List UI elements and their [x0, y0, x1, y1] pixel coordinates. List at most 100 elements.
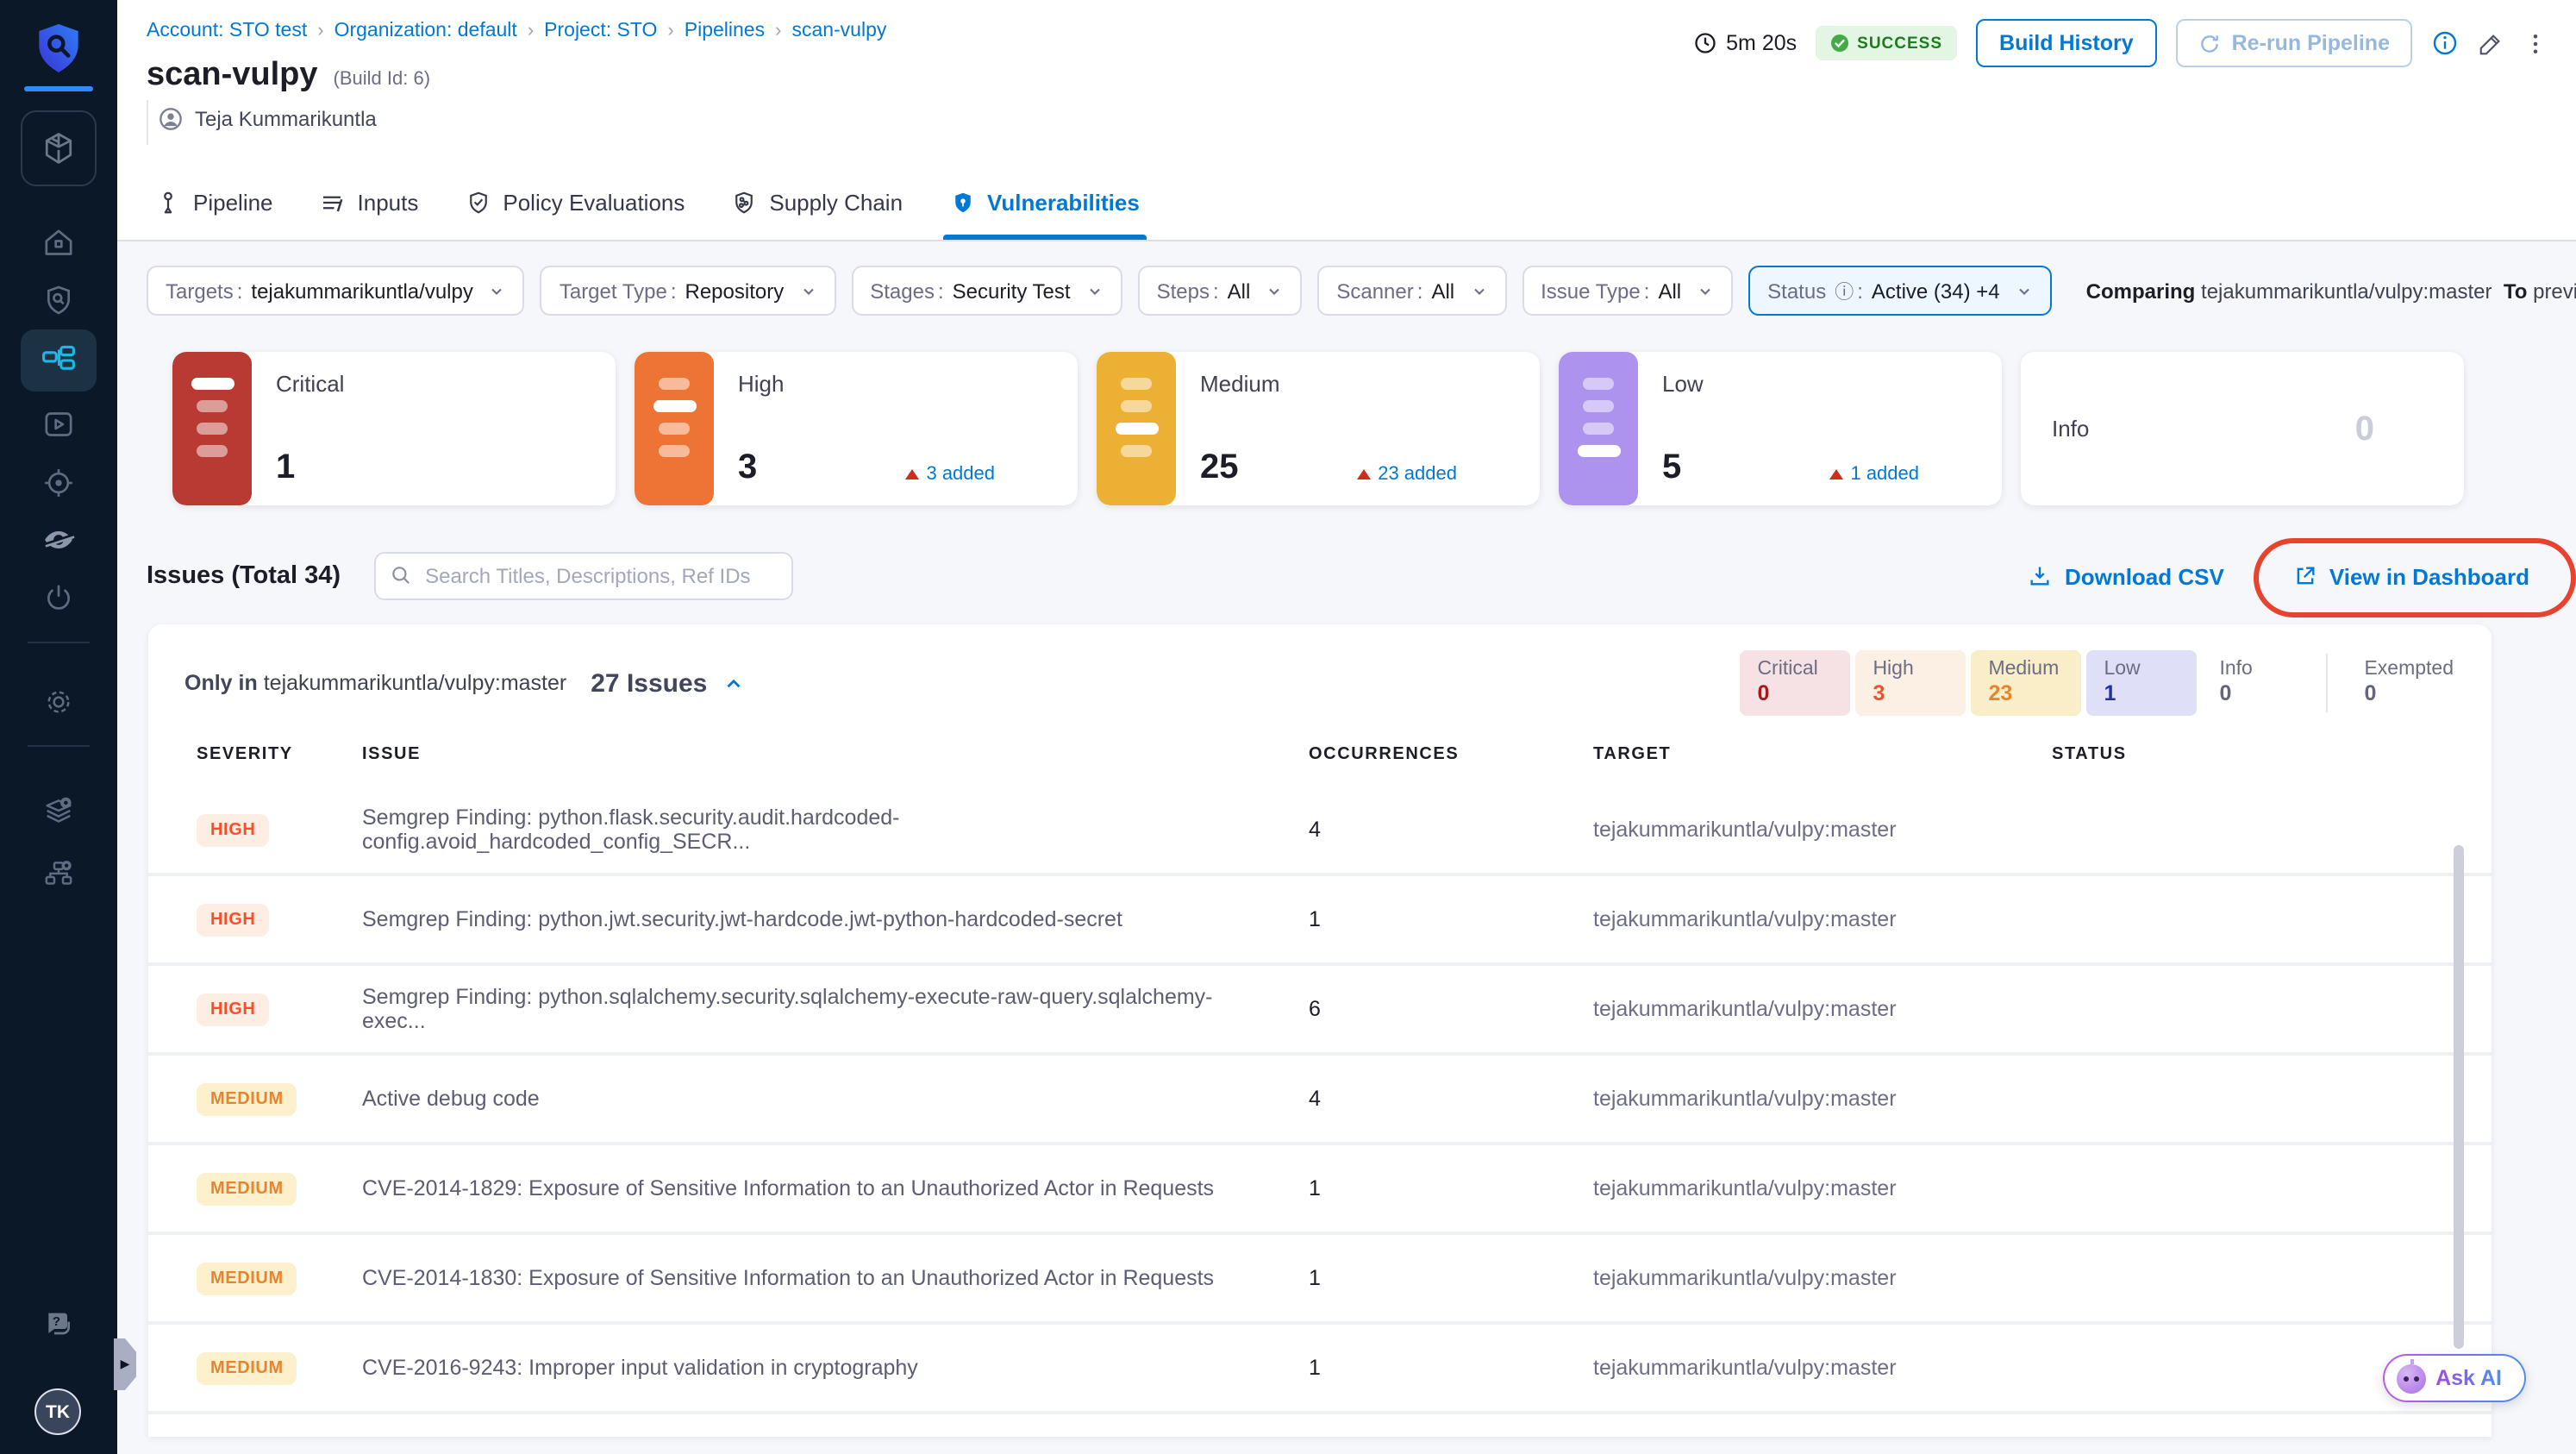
issues-table: HIGH Semgrep Finding: python.flask.secur… — [148, 787, 2492, 1437]
settings-gear-icon[interactable] — [0, 685, 117, 719]
build-history-button[interactable]: Build History — [1975, 19, 2158, 67]
breadcrumb-item[interactable]: Account: STO test — [147, 21, 308, 41]
svg-text:?: ? — [53, 1314, 60, 1329]
pipeline-icon — [164, 191, 172, 214]
issue-occurrences: 4 — [1309, 818, 1321, 842]
severity-card-label: Medium — [1200, 371, 1280, 397]
chevron-down-icon — [2018, 287, 2029, 294]
severity-badge: MEDIUM — [197, 1083, 297, 1116]
search-input[interactable] — [373, 552, 793, 600]
table-row[interactable]: MEDIUM CVE-2014-1829: Exposure of Sensit… — [148, 1145, 2492, 1235]
rerun-pipeline-button[interactable]: Re-run Pipeline — [2176, 19, 2412, 67]
breadcrumb-item[interactable]: Pipelines — [667, 21, 765, 41]
severity-card[interactable]: Critical 1 — [172, 352, 616, 505]
table-row[interactable]: HIGH Semgrep Finding: python.flask.secur… — [148, 787, 2492, 876]
group-count: 27 Issues — [591, 668, 708, 698]
severity-chip[interactable]: Info 0 — [2219, 659, 2253, 705]
filter-dropdown[interactable]: Issue Type: All — [1522, 266, 1734, 316]
severity-card-label: High — [738, 371, 785, 397]
severity-card-count: 0 — [2354, 410, 2374, 448]
shield-chain-icon — [735, 191, 753, 214]
filter-dropdown[interactable]: Status ⓘ: Active (34) +4 — [1748, 266, 2052, 316]
issue-target: tejakummarikuntla/vulpy:master — [1593, 907, 1897, 931]
download-csv-button[interactable]: Download CSV — [2029, 563, 2224, 589]
filter-dropdown[interactable]: Target Type: Repository — [540, 266, 836, 316]
severity-card[interactable]: Low 5 1 added — [1559, 352, 2002, 505]
tab-inputs[interactable]: Inputs — [320, 166, 418, 240]
user-avatar[interactable]: TK — [34, 1388, 81, 1435]
issues-title: Issues (Total 34) — [147, 562, 341, 590]
shield-check-icon — [469, 191, 487, 214]
executions-play-icon[interactable] — [0, 407, 117, 442]
module-cube-icon[interactable] — [21, 110, 97, 186]
table-row[interactable]: MEDIUM CVE-2014-1830: Exposure of Sensit… — [148, 1235, 2492, 1325]
tab-vulnerabilities[interactable]: Vulnerabilities — [942, 166, 1147, 240]
getting-started-power-icon[interactable] — [0, 581, 117, 616]
exemptions-eye-off-icon[interactable] — [0, 523, 117, 557]
severity-card[interactable]: Medium 25 23 added — [1097, 352, 1540, 505]
tab-pipeline[interactable]: Pipeline — [155, 166, 273, 240]
collapse-chevron-icon[interactable] — [722, 672, 745, 694]
issue-occurrences: 6 — [1309, 997, 1321, 1021]
severity-card[interactable]: High 3 3 added — [635, 352, 1078, 505]
sto-logo-icon[interactable] — [31, 21, 86, 76]
search-box — [373, 552, 793, 600]
filter-dropdown[interactable]: Targets: tejakummarikuntla/vulpy — [147, 266, 525, 316]
severity-badge: MEDIUM — [197, 1173, 297, 1206]
severity-badge: HIGH — [197, 904, 270, 937]
breadcrumb-item[interactable]: scan-vulpy — [775, 21, 886, 41]
table-row[interactable]: MEDIUM — [148, 1414, 2492, 1437]
severity-card[interactable]: Info 0 — [2021, 352, 2464, 505]
org-settings-network-icon[interactable] — [0, 855, 117, 890]
table-row[interactable]: MEDIUM CVE-2016-9243: Improper input val… — [148, 1325, 2492, 1414]
download-icon — [2031, 567, 2050, 586]
left-nav: ? TK — [0, 0, 117, 1454]
severity-chip[interactable]: High 3 — [1855, 650, 1966, 716]
severity-bar-icon — [1559, 352, 1638, 505]
nav-accent-bar — [24, 86, 93, 91]
view-in-dashboard-button[interactable]: View in Dashboard — [2293, 563, 2529, 589]
severity-card-added: 1 added — [1829, 464, 1919, 485]
scans-shield-search-icon[interactable] — [0, 283, 117, 317]
breadcrumb: Account: STO test Organization: default … — [147, 21, 2576, 41]
help-chat-icon[interactable]: ? — [0, 1307, 117, 1342]
table-row[interactable]: HIGH Semgrep Finding: python.sqlalchemy.… — [148, 966, 2492, 1056]
default-settings-layers-icon[interactable] — [0, 793, 117, 828]
tab-policy-evaluations[interactable]: Policy Evaluations — [465, 166, 685, 240]
table-scrollbar[interactable] — [2454, 845, 2464, 1349]
filter-dropdown[interactable]: Scanner: All — [1317, 266, 1507, 316]
info-icon[interactable] — [2431, 29, 2459, 57]
issue-target: tejakummarikuntla/vulpy:master — [1593, 997, 1897, 1021]
breadcrumb-item[interactable]: Organization: default — [317, 21, 517, 41]
comparing-text: Comparing tejakummarikuntla/vulpy:master… — [2085, 279, 2576, 303]
edit-pencil-icon[interactable] — [2478, 30, 2504, 56]
author-rule — [147, 100, 148, 145]
severity-bar-icon — [635, 352, 714, 505]
severity-chip[interactable]: Medium 23 — [1971, 650, 2082, 716]
chevron-down-icon — [1473, 287, 1484, 294]
home-icon[interactable] — [0, 226, 117, 260]
issue-title: Semgrep Finding: python.jwt.security.jwt… — [362, 907, 1122, 931]
group-header: Only in tejakummarikuntla/vulpy:master 2… — [148, 650, 2492, 716]
table-row[interactable]: HIGH Semgrep Finding: python.jwt.securit… — [148, 876, 2492, 966]
table-header: SEVERITY ISSUE OCCURRENCES TARGET STATUS — [148, 745, 2492, 764]
table-row[interactable]: MEDIUM Active debug code 4 tejakummariku… — [148, 1056, 2492, 1145]
pipelines-icon[interactable] — [21, 329, 97, 392]
targets-crosshair-icon[interactable] — [0, 466, 117, 500]
ask-ai-button[interactable]: Ask AI — [2382, 1354, 2526, 1402]
issue-occurrences: 4 — [1309, 1087, 1321, 1111]
issue-occurrences: 1 — [1309, 1356, 1321, 1380]
severity-chip[interactable]: Low 1 — [2086, 650, 2198, 716]
tab-supply-chain[interactable]: Supply Chain — [731, 166, 903, 240]
kebab-menu-icon[interactable] — [2523, 30, 2548, 56]
refresh-icon — [2201, 34, 2219, 52]
severity-badge: HIGH — [197, 993, 270, 1026]
severity-chip[interactable]: Critical 0 — [1740, 650, 1851, 716]
filter-dropdown[interactable]: Stages: Security Test — [851, 266, 1122, 316]
search-icon — [391, 567, 410, 584]
nav-divider — [28, 642, 90, 643]
clock-icon — [1695, 33, 1716, 53]
breadcrumb-item[interactable]: Project: STO — [528, 21, 657, 41]
filter-dropdown[interactable]: Steps: All — [1137, 266, 1303, 316]
severity-chip[interactable]: Exempted 0 — [2364, 659, 2454, 705]
